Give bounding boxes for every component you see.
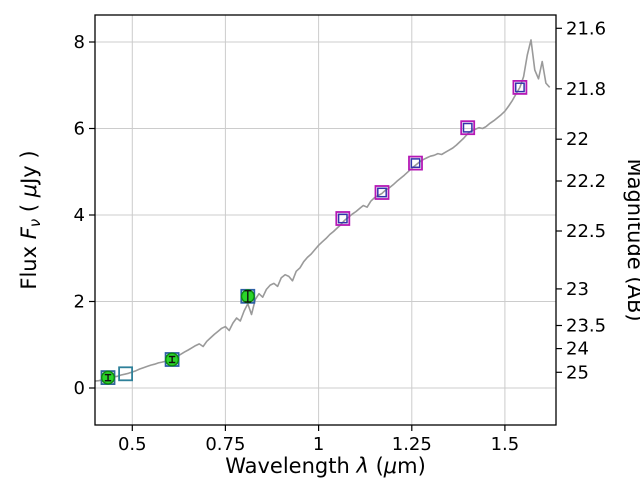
model-spectrum-line xyxy=(94,39,551,382)
square-marker-inner xyxy=(337,213,348,224)
square-marker xyxy=(408,155,423,171)
observed-photometry-points xyxy=(100,289,255,385)
y-left-tick-label: 0 xyxy=(74,378,85,399)
y-right-tick-label: 21.8 xyxy=(566,79,606,100)
y-right-tick-label: 22.5 xyxy=(566,221,606,242)
square-marker xyxy=(460,120,476,136)
model-photometry-squares xyxy=(100,80,528,386)
y-left-tick-label: 8 xyxy=(74,32,85,53)
square-marker-inner xyxy=(462,122,473,133)
x-tick-label: 0.75 xyxy=(205,434,245,455)
tick-labels: 0.5 0.75 1 1.25 1.50246821.621.82222.222.523… xyxy=(74,18,607,455)
x-tick-label: 1.5 xyxy=(491,434,520,455)
y-right-tick-label: 23 xyxy=(566,279,589,300)
square-marker-inner xyxy=(514,82,525,93)
y-left-tick-label: 4 xyxy=(74,205,85,226)
y-right-tick-label: 23.5 xyxy=(566,316,606,337)
grid xyxy=(95,15,556,425)
y-right-tick-label: 22.2 xyxy=(566,171,606,192)
square-marker-inner xyxy=(410,158,421,169)
y-right-tick-label: 24 xyxy=(566,339,589,360)
y-right-tick-label: 22 xyxy=(566,129,589,150)
square-marker xyxy=(335,211,351,226)
x-axis-label: Wavelength λ (μm) xyxy=(225,454,426,478)
y-left-tick-label: 6 xyxy=(74,119,85,140)
x-tick-label: 1.25 xyxy=(392,434,432,455)
y-axis-label-right: Magnitude (AB) xyxy=(623,158,640,321)
y-left-tick-label: 2 xyxy=(74,292,85,313)
y-right-tick-label: 21.6 xyxy=(566,18,606,39)
x-tick-label: 0.5 xyxy=(118,434,147,455)
x-tick-label: 1 xyxy=(313,434,324,455)
square-marker xyxy=(118,366,133,382)
square-marker xyxy=(512,80,528,95)
axes-spines xyxy=(94,14,557,426)
y-right-tick-label: 25 xyxy=(566,362,589,383)
square-marker xyxy=(374,185,390,200)
y-axis-label-left: Flux Fν ( μJy ) xyxy=(17,150,44,289)
square-marker-inner xyxy=(377,187,387,198)
